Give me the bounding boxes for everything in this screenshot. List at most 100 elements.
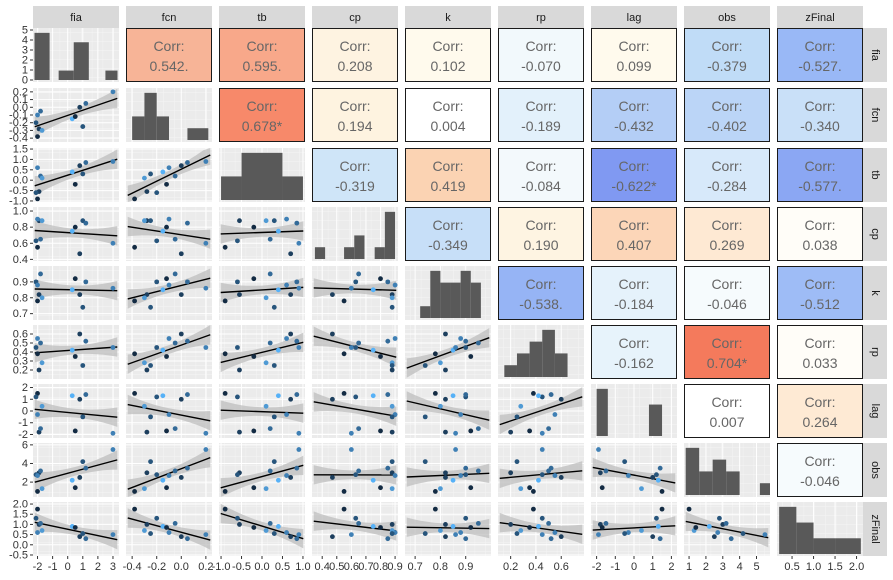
data-point <box>546 426 551 432</box>
regression-line <box>406 400 490 421</box>
strip-top-rp <box>498 6 584 28</box>
data-point <box>432 506 438 512</box>
x-tick-label-cp: 0.9 <box>387 561 402 573</box>
strip-right-fcn <box>863 88 887 142</box>
y-tick-label-fia: 4 <box>22 35 28 47</box>
data-point <box>288 396 294 402</box>
data-point <box>275 228 281 234</box>
data-point <box>35 298 40 304</box>
x-tick-label-zFinal: 0.5 <box>784 561 799 573</box>
data-point <box>275 524 281 529</box>
regression-line <box>34 346 118 354</box>
strip-top-label-k: k <box>445 12 451 24</box>
data-point <box>275 393 281 399</box>
corr-cell-fia-fcn <box>126 28 212 82</box>
corr-cell-cp-k <box>405 207 491 261</box>
data-point <box>539 472 545 478</box>
data-point <box>552 473 558 478</box>
data-point <box>72 428 78 434</box>
data-point <box>77 396 83 402</box>
panel-obs-fcn <box>126 443 212 497</box>
data-point <box>463 392 469 397</box>
data-point <box>288 251 294 257</box>
data-point <box>389 429 395 435</box>
x-tick-label-fia: -2 <box>33 561 43 573</box>
data-point <box>38 520 43 526</box>
regression-line <box>220 409 304 414</box>
data-point <box>686 506 692 512</box>
data-point <box>132 196 138 202</box>
data-point <box>284 336 289 341</box>
data-point <box>110 285 116 291</box>
panel-tb-lag: Corr: -0.622* <box>591 148 677 202</box>
corr-value-fcn-cp: 0.194 <box>337 118 372 134</box>
strip-top-k <box>405 6 491 28</box>
strip-top-fcn <box>126 6 212 28</box>
data-point <box>539 447 545 452</box>
panel-tb-cp: Corr: -0.319 <box>312 148 398 202</box>
x-tick-label-cp: 0.6 <box>344 561 359 573</box>
panel-k-obs: Corr: -0.046 <box>684 266 770 320</box>
data-point <box>38 340 43 346</box>
panel-obs-zFinal: Corr: -0.046 <box>777 443 863 497</box>
data-point <box>527 428 533 434</box>
data-point <box>132 351 138 357</box>
data-point <box>625 473 631 478</box>
y-tick-label-zFinal: -0.5 <box>9 549 28 561</box>
data-point <box>539 515 545 521</box>
strip-top-label-zFinal: zFinal <box>805 12 834 24</box>
data-point <box>110 345 116 350</box>
panel-k-lag: Corr: -0.184 <box>591 266 677 320</box>
y-tick-label-rp: 0.2 <box>13 365 28 377</box>
y-tick-label-fcn: 0.0 <box>13 102 28 114</box>
data-point <box>370 347 376 353</box>
corr-cell-cp-obs <box>684 207 770 261</box>
data-point <box>38 468 43 474</box>
panel-cp-rp: Corr: 0.190 <box>498 207 584 261</box>
strip-right-rp <box>863 325 887 379</box>
data-point <box>378 485 383 491</box>
data-point <box>251 485 257 491</box>
panel-fia-zFinal: Corr: -0.527. <box>777 28 863 82</box>
panel-zFinal-tb <box>219 502 305 556</box>
data-point <box>237 367 242 373</box>
panel-cp-tb <box>219 207 305 261</box>
histogram-bar <box>542 329 555 377</box>
data-point <box>548 465 554 471</box>
data-point <box>77 475 83 480</box>
data-point <box>531 390 536 396</box>
data-point <box>77 534 83 540</box>
x-tick-label-lag: -2 <box>592 561 602 573</box>
panel-k-fia <box>33 266 119 320</box>
data-point <box>659 506 665 512</box>
corr-heading: Corr: <box>711 38 742 54</box>
data-point <box>518 403 524 409</box>
data-point <box>69 393 75 399</box>
data-point <box>148 171 153 177</box>
data-point <box>235 394 240 400</box>
data-point <box>148 363 153 368</box>
y-tick-label-rp: 0.6 <box>13 329 28 341</box>
regression-line <box>34 158 118 187</box>
data-point <box>599 485 605 491</box>
strip-top-lag <box>591 6 677 28</box>
histogram-bar <box>759 483 770 495</box>
strip-right-label-lag: lag <box>869 404 881 419</box>
y-tick-label-rp: 0.4 <box>13 347 28 359</box>
data-point <box>389 522 395 527</box>
corr-value-fia-rp: -0.070 <box>521 58 561 74</box>
data-point <box>160 393 166 399</box>
data-point <box>172 340 178 346</box>
data-point <box>438 360 443 366</box>
data-point <box>235 472 240 478</box>
corr-value-rp-obs: 0.704* <box>707 355 748 371</box>
y-tick-label-k: 0.9 <box>13 276 28 288</box>
strip-right-label-tb: tb <box>869 170 881 179</box>
data-point <box>650 475 656 480</box>
panel-lag-obs: Corr: 0.007 <box>684 384 770 438</box>
data-point <box>468 428 474 434</box>
data-point <box>33 515 39 521</box>
histogram-bar <box>430 270 441 318</box>
data-point <box>450 393 456 399</box>
panel-fcn-fcn <box>126 88 212 142</box>
